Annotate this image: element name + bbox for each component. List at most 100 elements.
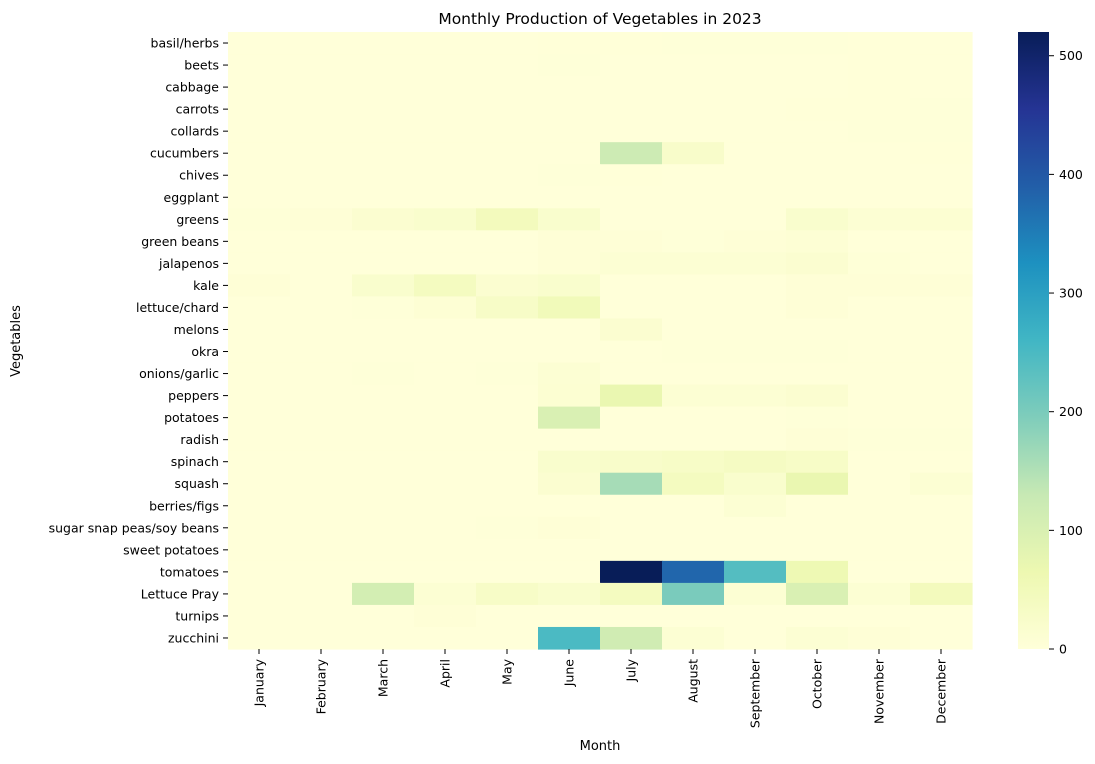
heatmap-cell bbox=[476, 32, 539, 55]
heatmap-cell bbox=[600, 208, 663, 231]
heatmap-cell bbox=[414, 494, 477, 518]
heatmap-cell bbox=[786, 252, 849, 275]
heatmap-cell bbox=[848, 54, 911, 77]
y-axis: basil/herbs beets cabbage carrots collards cu… bbox=[49, 36, 228, 645]
y-tick-label: cucumbers bbox=[150, 146, 219, 161]
heatmap-cell bbox=[786, 582, 849, 606]
heatmap-cell bbox=[414, 120, 477, 143]
y-tick-label: okra bbox=[191, 344, 219, 359]
heatmap-cell bbox=[352, 450, 415, 474]
heatmap-cell bbox=[476, 428, 539, 452]
heatmap-cell bbox=[600, 32, 663, 55]
heatmap-cell bbox=[228, 318, 291, 342]
heatmap-cell bbox=[228, 120, 291, 143]
heatmap-cell bbox=[786, 186, 849, 209]
heatmap-cell bbox=[228, 516, 291, 540]
heatmap-cell bbox=[228, 252, 291, 275]
heatmap-cell bbox=[910, 582, 973, 606]
heatmap-cell bbox=[786, 54, 849, 77]
heatmap-cell bbox=[538, 428, 601, 452]
heatmap-cell bbox=[662, 626, 725, 650]
heatmap-cell bbox=[228, 494, 291, 518]
heatmap-cell bbox=[662, 120, 725, 143]
heatmap-cell bbox=[662, 494, 725, 518]
y-tick-label: tomatoes bbox=[160, 564, 219, 579]
heatmap-cell bbox=[414, 32, 477, 55]
heatmap-cell bbox=[786, 406, 849, 430]
heatmap-cell bbox=[290, 32, 353, 55]
heatmap-cell bbox=[352, 230, 415, 253]
heatmap-cell bbox=[228, 450, 291, 474]
heatmap-cell bbox=[600, 318, 663, 342]
heatmap-cell bbox=[786, 98, 849, 121]
heatmap-cell bbox=[476, 560, 539, 584]
heatmap-cell bbox=[538, 472, 601, 496]
heatmap-cell bbox=[724, 230, 787, 253]
heatmap-cell bbox=[476, 516, 539, 540]
heatmap-cell bbox=[910, 626, 973, 650]
heatmap-cell bbox=[848, 98, 911, 121]
heatmap-cell bbox=[476, 54, 539, 77]
heatmap-cell bbox=[848, 32, 911, 55]
heatmap-cell bbox=[600, 142, 663, 165]
heatmap-cell bbox=[662, 54, 725, 77]
heatmap-cell bbox=[786, 230, 849, 253]
y-tick-label: greens bbox=[176, 212, 219, 227]
heatmap-cell bbox=[910, 494, 973, 518]
heatmap-cell bbox=[228, 538, 291, 562]
heatmap-cell bbox=[228, 604, 291, 628]
heatmap-cell bbox=[848, 450, 911, 474]
y-tick-label: collards bbox=[171, 124, 220, 139]
heatmap-cell bbox=[662, 472, 725, 496]
heatmap-cell bbox=[352, 340, 415, 364]
heatmap-cell bbox=[414, 296, 477, 320]
heatmap-cell bbox=[414, 208, 477, 231]
heatmap-cell bbox=[848, 604, 911, 628]
heatmap-cell bbox=[662, 230, 725, 253]
heatmap-cell bbox=[786, 76, 849, 99]
heatmap-cell bbox=[600, 472, 663, 496]
y-tick-label: green beans bbox=[141, 234, 219, 249]
heatmap-cell bbox=[848, 516, 911, 540]
heatmap-cell bbox=[228, 142, 291, 165]
colorbar-tick-label: 100 bbox=[1059, 523, 1083, 538]
heatmap-cell bbox=[848, 362, 911, 386]
heatmap-cell bbox=[910, 560, 973, 584]
heatmap-cell bbox=[724, 582, 787, 606]
heatmap-cell bbox=[786, 362, 849, 386]
heatmap-cell bbox=[910, 428, 973, 452]
heatmap-cell bbox=[600, 76, 663, 99]
heatmap-cell bbox=[910, 252, 973, 275]
heatmap-cell bbox=[600, 164, 663, 187]
heatmap-cell bbox=[848, 230, 911, 253]
heatmap-cell bbox=[290, 604, 353, 628]
heatmap-cell bbox=[724, 362, 787, 386]
heatmap-cell bbox=[662, 208, 725, 231]
heatmap-cell bbox=[476, 472, 539, 496]
heatmap-cell bbox=[786, 296, 849, 320]
heatmap-cell bbox=[786, 274, 849, 298]
y-tick-label: basil/herbs bbox=[151, 36, 219, 51]
heatmap-cell bbox=[848, 340, 911, 364]
heatmap-cell bbox=[662, 406, 725, 430]
heatmap-cell bbox=[910, 274, 973, 298]
heatmap-cell bbox=[724, 252, 787, 275]
heatmap-cell bbox=[786, 340, 849, 364]
heatmap-cell bbox=[600, 98, 663, 121]
heatmap-cell bbox=[290, 560, 353, 584]
heatmap-cell bbox=[414, 186, 477, 209]
heatmap-cell bbox=[662, 32, 725, 55]
heatmap-cell bbox=[662, 582, 725, 606]
heatmap-cell bbox=[848, 274, 911, 298]
heatmap-cell bbox=[290, 406, 353, 430]
x-tick-label: December bbox=[934, 658, 949, 724]
heatmap-cell bbox=[476, 582, 539, 606]
y-axis-title: Vegetables bbox=[9, 305, 24, 377]
heatmap-cell bbox=[414, 274, 477, 298]
heatmap-cell bbox=[848, 560, 911, 584]
x-tick-label: May bbox=[500, 658, 515, 684]
y-tick-label: lettuce/chard bbox=[136, 300, 219, 315]
heatmap-cell bbox=[352, 384, 415, 408]
heatmap-cell bbox=[352, 604, 415, 628]
